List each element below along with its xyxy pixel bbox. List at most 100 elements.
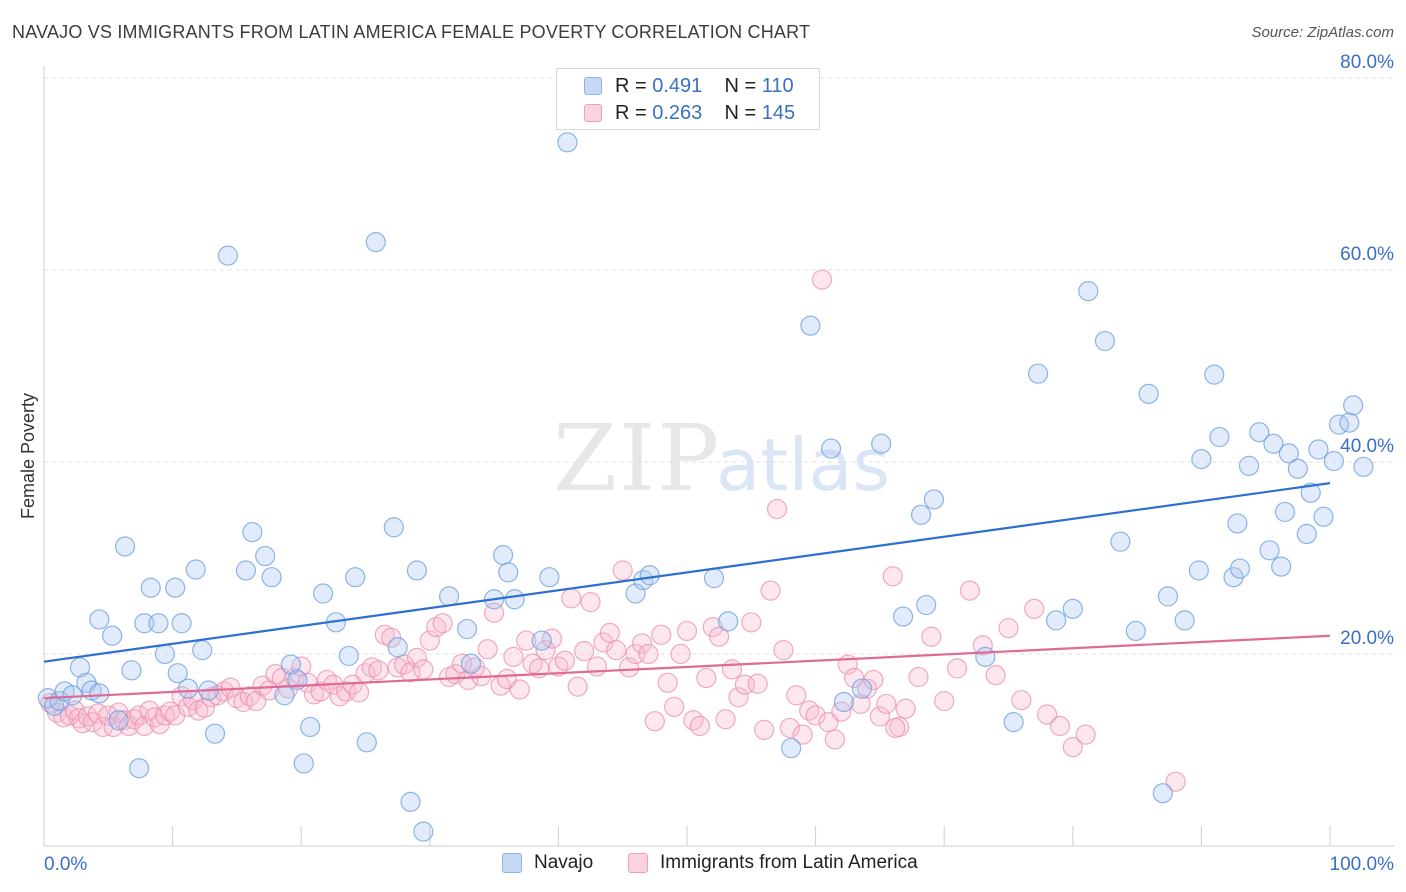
navajo-point [1271,556,1292,577]
navajo-point [89,609,110,630]
navajo-point [356,732,377,753]
latin-point [934,690,955,712]
latin-point [876,693,897,715]
navajo-point [1323,450,1344,472]
navajo-swatch [502,853,522,873]
navajo-point [192,640,213,661]
navajo-point [261,567,282,588]
legend-text: R = 0.491 N = 110 [615,74,794,97]
navajo-point [300,716,321,738]
x-tick-label: 0.0% [44,854,87,875]
latin-point [426,617,447,638]
latin-point [998,617,1019,639]
navajo-point [185,559,206,580]
navajo-point [274,685,295,706]
navajo-point [892,606,914,627]
navajo-point [1296,523,1317,545]
navajo-point [383,517,404,538]
navajo-point [800,315,821,336]
correlation-legend: R = 0.491 N = 110 R = 0.263 N = 145 [556,68,820,130]
navajo-point [1191,449,1212,470]
navajo-point [871,433,892,454]
latin-point [721,659,743,680]
navajo-point [1110,531,1131,552]
navajo-point [400,791,421,812]
navajo-point [1157,586,1179,607]
navajo-point [557,132,578,153]
latin-point [541,628,563,649]
navajo-point [114,536,136,557]
navajo-point [1209,426,1230,448]
navajo-point [456,618,478,640]
latin-point [567,676,588,697]
latin-point [779,717,800,739]
latin-point [766,498,788,520]
series-latin-america [40,269,1186,792]
legend-label-latin: Immigrants from Latin America [660,852,918,873]
latin-point [644,711,665,732]
navajo-point [121,660,142,681]
watermark-atlas: atlas [716,423,890,507]
latin-point [869,706,891,727]
navajo-point [975,646,996,667]
navajo-point [280,654,302,675]
navajo-point [1343,395,1364,416]
latin-point [638,643,659,665]
navajo-point [1204,364,1225,385]
source-label: Source: ZipAtlas.com [1251,24,1394,41]
latin-point [689,715,710,737]
trend-line-navajo [43,482,1331,663]
latin-point [1036,704,1058,725]
navajo-point [1027,363,1049,384]
latin-point [87,703,109,724]
latin-swatch [628,853,648,873]
legend-text: R = 0.263 N = 145 [615,101,796,124]
y-axis-label: Female Poverty [18,393,38,519]
latin-point [805,705,826,726]
navajo-point [504,589,525,610]
latin-point [134,715,155,737]
latin-point [413,659,434,680]
navajo-point [242,521,263,543]
latin-point [265,664,286,685]
latin-point [574,641,595,662]
navajo-point [89,683,110,704]
latin-point [885,717,906,739]
navajo-point [1300,482,1321,503]
latin-point [895,698,916,719]
latin-point [509,679,530,700]
x-tick-label: 100.0% [1330,854,1395,875]
latin-point [631,633,653,654]
latin-point [676,620,698,642]
latin-point [1049,715,1071,737]
navajo-point [833,691,854,713]
navajo-point [171,613,192,634]
y-tick-label: 60.0% [1340,244,1394,265]
latin-point [792,724,813,745]
latin-point [1024,598,1045,619]
series-legend: Navajo Immigrants from Latin America [0,852,1406,876]
navajo-point [539,567,560,588]
navajo-point [154,643,175,665]
latin-point [586,656,608,677]
navajo-point [69,657,91,678]
latin-point [1075,724,1096,745]
navajo-point [345,567,366,588]
navajo-point [820,438,842,459]
latin-point [760,580,781,601]
navajo-point [916,594,937,616]
latin-point [863,669,884,691]
latin-point [664,696,685,717]
latin-point [432,613,453,634]
latin-swatch [584,104,602,122]
legend-item-navajo: Navajo [502,852,593,874]
navajo-point [718,611,739,632]
latin-point [129,705,150,726]
latin-point [715,709,736,730]
latin-point [406,647,428,668]
navajo-point [387,637,408,658]
latin-point [728,687,749,708]
latin-point [651,624,672,645]
axes [43,66,1394,847]
navajo-point [1278,443,1299,464]
